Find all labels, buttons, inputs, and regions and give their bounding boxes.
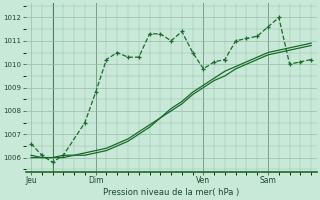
X-axis label: Pression niveau de la mer( hPa ): Pression niveau de la mer( hPa ) [103, 188, 239, 197]
